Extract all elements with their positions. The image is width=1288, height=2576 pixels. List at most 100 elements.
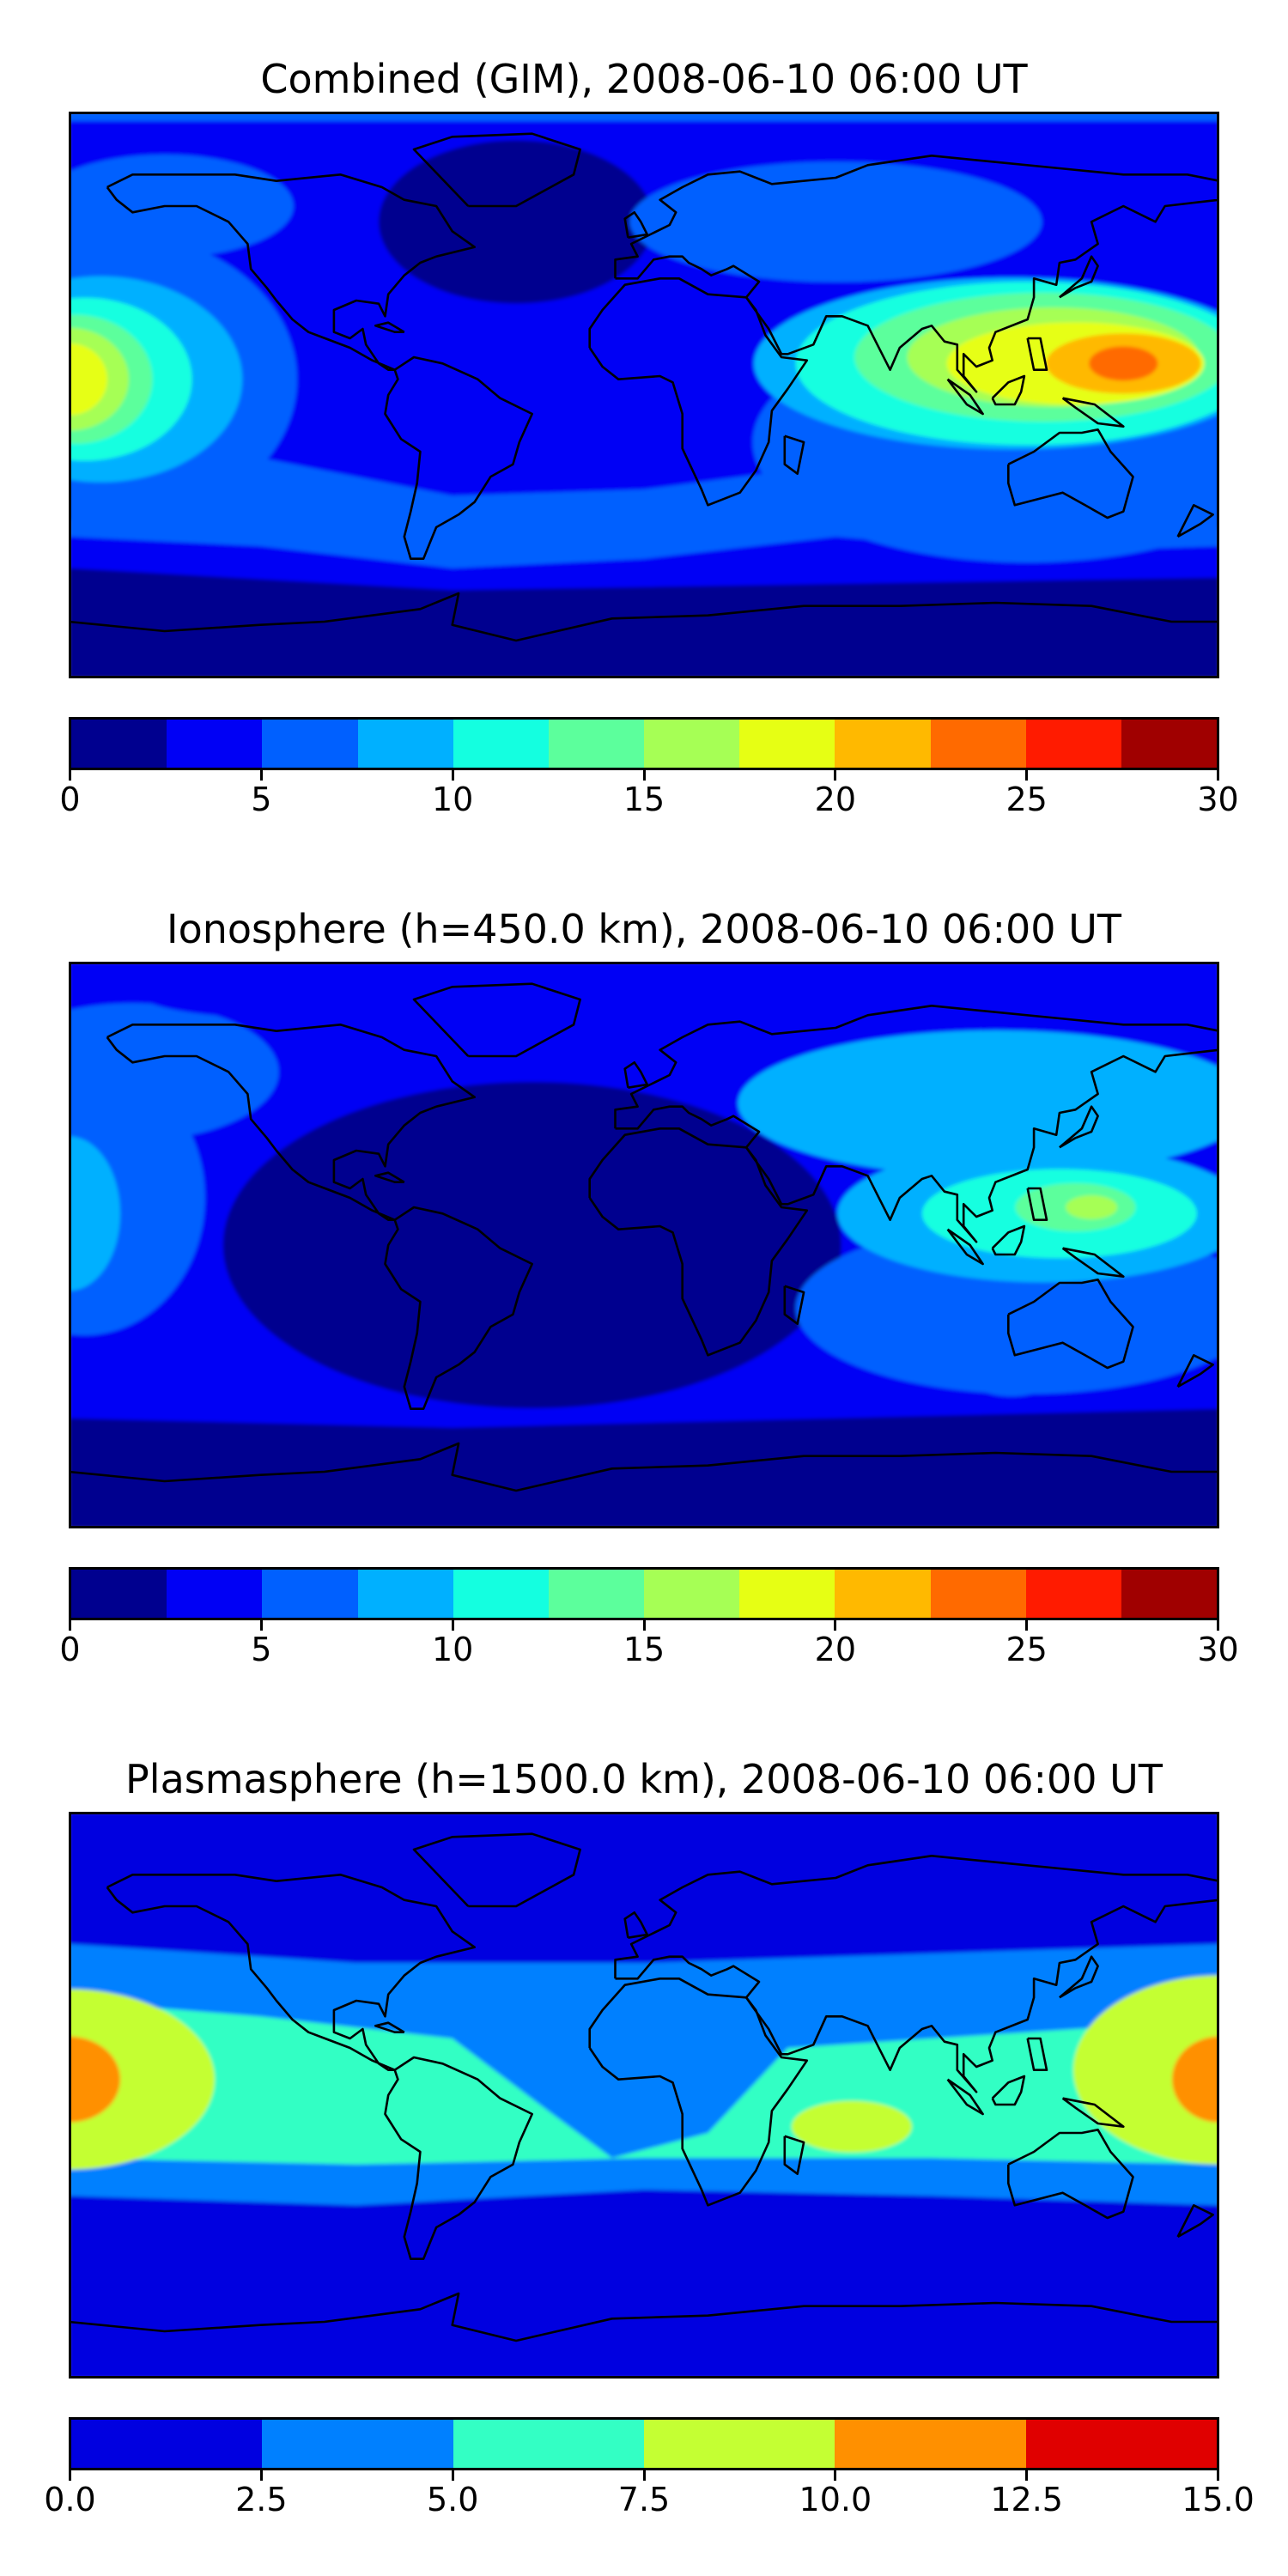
colorbar-segment — [643, 2420, 835, 2468]
coastlines — [69, 132, 1219, 659]
colorbar-tick-label: 5 — [251, 1631, 272, 1668]
colorbar-tick — [69, 1620, 71, 1631]
colorbar-tick — [259, 2470, 263, 2481]
panel-title: Ionosphere (h=450.0 km), 2008-06-10 06:0… — [167, 906, 1121, 952]
contour-region — [69, 2036, 120, 2123]
colorbar-segment — [739, 720, 835, 768]
contour-region — [222, 1082, 841, 1408]
colorbar-segment — [930, 720, 1026, 768]
contour-band — [69, 112, 1219, 121]
contour-band — [69, 568, 1219, 678]
coastline — [106, 173, 476, 371]
colorbar-tick-label: 5 — [251, 781, 272, 818]
colorbar-tick-label: 10.0 — [799, 2481, 872, 2518]
colorbar-tick-label: 25 — [1005, 781, 1048, 818]
coastline — [946, 378, 984, 416]
coastline — [1026, 337, 1048, 371]
coastline — [384, 2056, 533, 2260]
contour-field — [69, 112, 1219, 678]
colorbar-segment — [1025, 2420, 1217, 2468]
colorbar-tick-label: 10 — [431, 1631, 474, 1668]
coastline — [783, 434, 805, 475]
colorbar-segment — [930, 1570, 1026, 1618]
panel-title: Combined (GIM), 2008-06-10 06:00 UT — [260, 56, 1028, 102]
coastline — [106, 1024, 476, 1221]
tec-map — [69, 1812, 1219, 2379]
colorbar-segment — [739, 1570, 835, 1618]
colorbar-tick — [834, 2470, 837, 2481]
contour-field — [69, 1812, 1219, 2379]
colorbar-segment — [262, 2420, 453, 2468]
coastline — [412, 1832, 581, 1908]
colorbar-tick — [69, 2470, 71, 2481]
coastline — [614, 1005, 1219, 1243]
tec-map — [69, 962, 1219, 1528]
coastline — [412, 982, 581, 1058]
colorbar-segment — [71, 720, 167, 768]
tec-map — [69, 112, 1219, 678]
colorbar-segment — [548, 1570, 645, 1618]
colorbar-tick — [69, 770, 71, 781]
coastline — [1059, 1105, 1099, 1149]
contour-region — [69, 343, 107, 416]
colorbar-tick — [1217, 1620, 1219, 1631]
contour-region — [69, 1136, 120, 1291]
colorbar-tick-label: 20 — [814, 1631, 857, 1668]
colorbar-tick — [1025, 2470, 1029, 2481]
colorbar-segment — [835, 1570, 931, 1618]
colorbar-tick — [451, 2470, 454, 2481]
colorbar-tick-label: 0 — [59, 781, 81, 818]
contour-field — [69, 962, 1219, 1528]
colorbar-tick — [642, 770, 646, 781]
coastline — [412, 132, 581, 208]
coastline — [614, 1855, 1219, 2093]
colorbar-segment — [71, 2420, 263, 2468]
colorbar-tick-label: 25 — [1005, 1631, 1048, 1668]
colorbar-tick-label: 30 — [1197, 1631, 1239, 1668]
coastline — [783, 1285, 805, 1325]
coastline — [1176, 504, 1214, 538]
coastline — [69, 2292, 1219, 2360]
colorbar-tick — [834, 1620, 837, 1631]
colorbar-tick — [451, 770, 454, 781]
coastline — [374, 2021, 405, 2033]
colorbar-segment — [357, 720, 453, 768]
coastline — [1007, 2129, 1134, 2220]
colorbar-tick — [834, 770, 837, 781]
colorbar-segment — [548, 720, 645, 768]
coastlines — [69, 982, 1219, 1510]
colorbar-tick-label: 15 — [623, 1631, 665, 1668]
coastline — [106, 1874, 476, 2071]
colorbar — [69, 1567, 1219, 1620]
coastline — [1059, 255, 1099, 299]
colorbar-segment — [835, 2420, 1026, 2468]
colorbar-segment — [453, 2420, 644, 2468]
colorbar-segment — [453, 720, 549, 768]
coastline — [1026, 2037, 1048, 2071]
coastline — [623, 1061, 648, 1089]
colorbar-tick-label: 15.0 — [1182, 2481, 1255, 2518]
contour-region — [629, 161, 1042, 283]
colorbar-segment — [835, 720, 931, 768]
colorbar-tick — [259, 770, 263, 781]
coastline — [1007, 428, 1134, 519]
contour-region — [1066, 1195, 1118, 1219]
coastline — [623, 211, 648, 239]
contour-region — [738, 1030, 1219, 1176]
colorbar-tick-label: 15 — [623, 781, 665, 818]
coastline — [1007, 1279, 1134, 1370]
coastline — [946, 2078, 984, 2116]
coastline — [1061, 2097, 1125, 2128]
colorbar-segment — [357, 1570, 453, 1618]
colorbar — [69, 717, 1219, 770]
colorbar-tick-label: 0.0 — [44, 2481, 96, 2518]
colorbar-segment — [644, 1570, 740, 1618]
contour-region — [1089, 346, 1158, 381]
map-canvas — [69, 112, 1219, 678]
colorbar-segment — [1121, 720, 1218, 768]
coastline — [991, 374, 1026, 406]
contour-region — [137, 967, 447, 1019]
colorbar-tick — [1025, 1620, 1029, 1631]
map-canvas — [69, 1812, 1219, 2379]
coastline — [946, 1228, 984, 1266]
